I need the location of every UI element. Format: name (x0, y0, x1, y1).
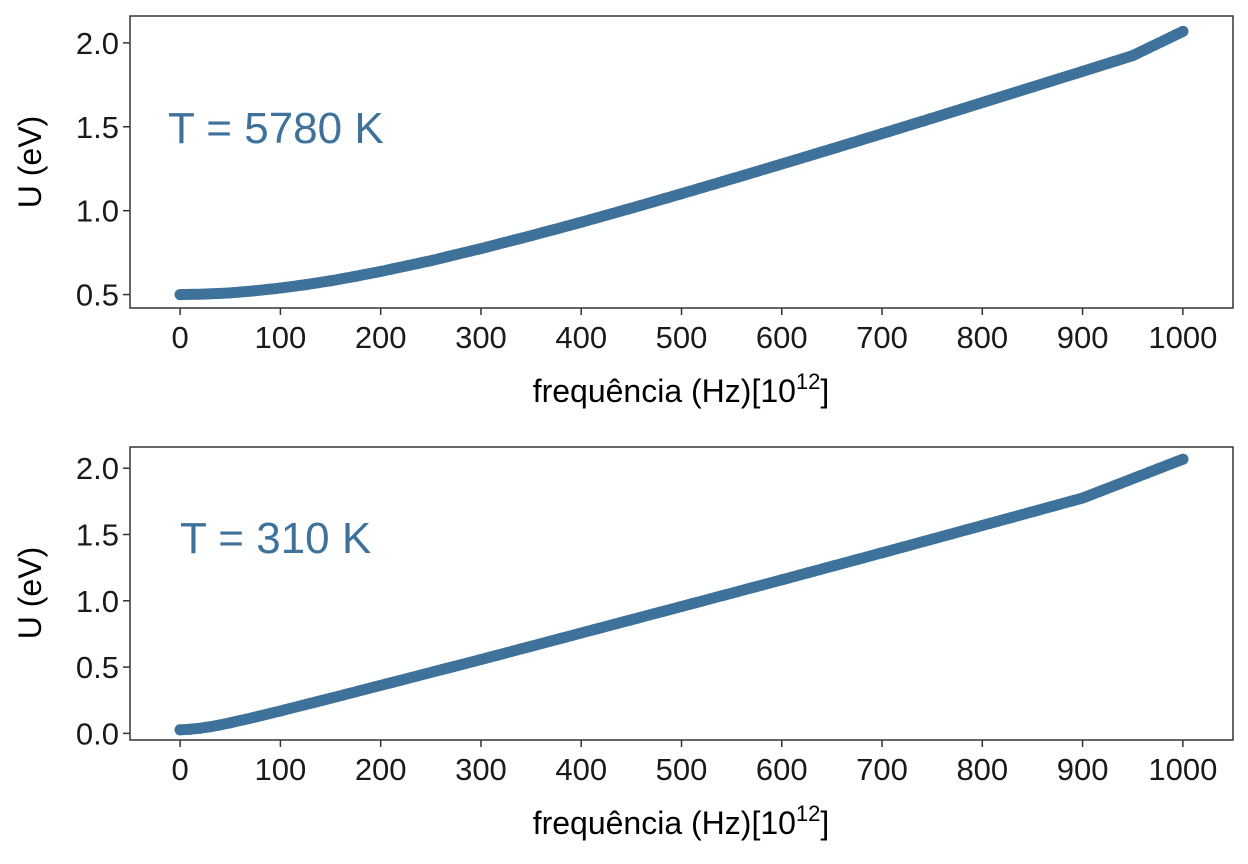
plot-frame-top (129, 15, 1234, 309)
annotation-top: T = 5780 K (168, 104, 384, 153)
x-axis-title-bottom-exponent: 12 (796, 801, 820, 826)
plot-frame-bottom (129, 446, 1234, 741)
x-tick-label: 700 (856, 320, 908, 355)
x-tick-label: 300 (455, 320, 507, 355)
x-tick-label: 100 (255, 752, 307, 787)
y-axis-title-bottom: U (eV) (12, 547, 48, 639)
points-top (174, 25, 1189, 301)
x-axis-title-bottom: frequência (Hz)[1012] (533, 801, 830, 841)
x-axis-title-top-exponent: 12 (796, 369, 820, 394)
y-tick-label: 0.5 (76, 650, 119, 685)
x-tick-label: 0 (172, 320, 189, 355)
y-tick-label: 1.0 (76, 194, 119, 229)
x-tick-label: 500 (656, 752, 708, 787)
x-tick-label: 1000 (1148, 320, 1217, 355)
x-axis-top: 0 100 200 300 400 500 600 700 800 900 1000 (172, 308, 1217, 355)
x-tick-label: 600 (756, 752, 808, 787)
x-axis-title-bottom-main: frequência (Hz)[10 (533, 805, 796, 841)
x-tick-label: 500 (656, 320, 708, 355)
annotation-bottom: T = 310 K (180, 514, 371, 563)
x-tick-label: 800 (956, 320, 1008, 355)
x-tick-label: 300 (455, 752, 507, 787)
x-axis-title-bottom-suffix: ] (820, 805, 829, 841)
x-tick-label: 900 (1057, 320, 1109, 355)
x-tick-label: 600 (756, 320, 808, 355)
y-tick-label: 0.0 (76, 716, 119, 751)
y-tick-label: 2.0 (76, 26, 119, 61)
x-tick-label: 700 (856, 752, 908, 787)
x-axis-bottom: 0 100 200 300 400 500 600 700 800 900 1000 (172, 740, 1217, 787)
x-axis-title-top: frequência (Hz)[1012] (533, 369, 830, 409)
x-tick-label: 800 (956, 752, 1008, 787)
y-axis-bottom: 0.0 0.5 1.0 1.5 2.0 (76, 451, 130, 751)
x-tick-label: 1000 (1148, 752, 1217, 787)
y-tick-label: 1.0 (76, 584, 119, 619)
x-tick-label: 400 (555, 320, 607, 355)
x-tick-label: 0 (172, 752, 189, 787)
x-axis-title-top-suffix: ] (820, 373, 829, 409)
x-tick-label: 900 (1057, 752, 1109, 787)
data-point (1177, 453, 1189, 465)
y-tick-label: 1.5 (76, 518, 119, 553)
y-axis-top: 0.5 1.0 1.5 2.0 (76, 26, 130, 313)
y-axis-title-top: U (eV) (12, 116, 48, 208)
y-tick-label: 0.5 (76, 278, 119, 313)
x-tick-label: 200 (355, 752, 407, 787)
data-point (1177, 25, 1189, 37)
panel-bottom: 0.0 0.5 1.0 1.5 2.0 0 100 200 300 400 500 600 700 80… (12, 446, 1234, 841)
x-axis-title-top-main: frequência (Hz)[10 (533, 373, 796, 409)
points-bottom (174, 453, 1189, 736)
x-tick-label: 200 (355, 320, 407, 355)
y-tick-label: 2.0 (76, 451, 119, 486)
panel-top: 0.5 1.0 1.5 2.0 0 100 200 300 400 500 600 700 800 90… (12, 15, 1234, 409)
x-tick-label: 100 (255, 320, 307, 355)
y-tick-label: 1.5 (76, 110, 119, 145)
x-tick-label: 400 (555, 752, 607, 787)
